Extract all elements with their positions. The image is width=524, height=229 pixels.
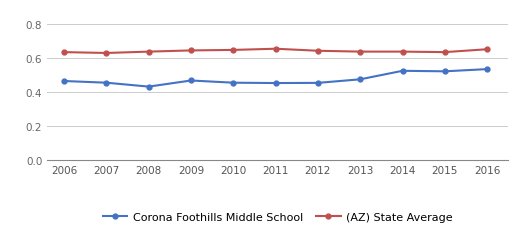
(AZ) State Average [61,52,67,54]
(AZ) State Average [272,48,279,51]
(AZ) State Average [399,51,406,54]
Corona Foothills Middle School [61,80,67,83]
(AZ) State Average [103,52,110,55]
Corona Foothills Middle School [484,68,490,71]
Line: Corona Foothills Middle School: Corona Foothills Middle School [62,67,489,90]
Corona Foothills Middle School [442,71,448,73]
Corona Foothills Middle School [146,86,152,89]
Corona Foothills Middle School [103,82,110,85]
Corona Foothills Middle School [188,80,194,82]
(AZ) State Average [484,49,490,51]
Corona Foothills Middle School [272,82,279,85]
Corona Foothills Middle School [315,82,321,85]
Corona Foothills Middle School [399,70,406,73]
Corona Foothills Middle School [230,82,236,85]
(AZ) State Average [188,50,194,53]
(AZ) State Average [357,51,363,54]
(AZ) State Average [315,50,321,53]
Legend: Corona Foothills Middle School, (AZ) State Average: Corona Foothills Middle School, (AZ) Sta… [98,207,457,226]
Corona Foothills Middle School [357,79,363,81]
(AZ) State Average [442,52,448,54]
(AZ) State Average [146,51,152,54]
Line: (AZ) State Average: (AZ) State Average [62,47,489,56]
(AZ) State Average [230,49,236,52]
